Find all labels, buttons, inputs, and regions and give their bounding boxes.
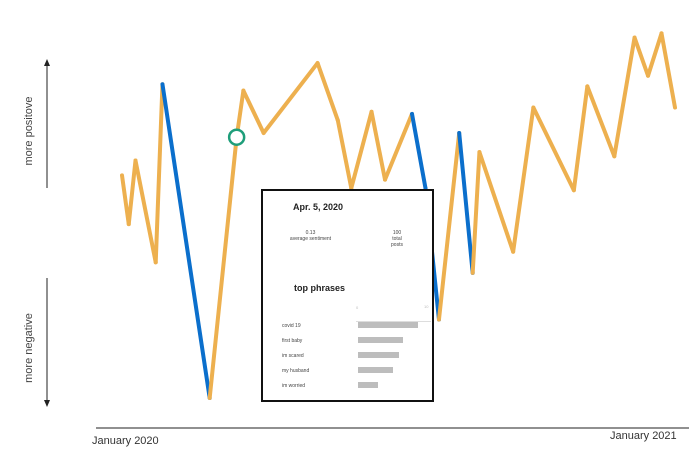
positive-line-segment	[369, 109, 388, 182]
data-point[interactable]	[631, 34, 639, 42]
avg-sentiment-value: 0.13	[305, 230, 316, 236]
data-point[interactable]	[671, 104, 679, 112]
positive-line-segment	[646, 31, 664, 78]
phrase-bar	[358, 352, 399, 358]
data-point[interactable]	[610, 152, 618, 160]
x-label-start: January 2020	[92, 435, 159, 447]
data-point[interactable]	[239, 87, 247, 95]
highlighted-point[interactable]	[227, 128, 246, 146]
data-point[interactable]	[381, 176, 389, 184]
y-label-positive: more positove	[23, 96, 35, 166]
positive-line-segment	[470, 150, 482, 275]
data-point[interactable]	[455, 129, 463, 137]
data-point[interactable]	[314, 59, 322, 67]
positive-line-segment	[612, 35, 637, 159]
positive-line-segment	[241, 88, 266, 135]
phrase-axis-min: 0	[356, 305, 359, 310]
positive-line-segment	[153, 82, 165, 265]
phrase-label: covid 19	[282, 323, 301, 329]
phrase-label: im worried	[282, 383, 306, 389]
data-point[interactable]	[475, 148, 483, 156]
phrase-bar	[358, 337, 403, 343]
phrase-axis-rule	[356, 321, 431, 322]
data-point[interactable]	[158, 80, 166, 88]
y-label-negative: more negative	[23, 313, 35, 383]
negative-line-segment	[457, 131, 475, 275]
negative-line-segment	[160, 82, 212, 400]
avg-sentiment-stat: 0.13 average sentiment	[283, 230, 338, 242]
data-point[interactable]	[408, 110, 416, 118]
total-posts-value: 100	[392, 230, 402, 236]
data-point[interactable]	[469, 269, 477, 277]
total-posts-label-1: total	[392, 236, 402, 242]
avg-sentiment-label: average sentiment	[289, 236, 332, 242]
data-point[interactable]	[131, 157, 139, 165]
positive-line-segment	[511, 105, 536, 254]
phrase-label: first baby	[282, 338, 303, 344]
data-point[interactable]	[368, 108, 376, 116]
positive-line-segment	[531, 105, 576, 193]
positive-line-segment	[349, 109, 374, 191]
positive-line-segment	[335, 118, 354, 191]
data-point[interactable]	[125, 220, 133, 228]
positive-line-segment	[571, 84, 590, 193]
x-label-end: January 2021	[610, 430, 677, 442]
positive-line-segment	[477, 150, 516, 254]
positive-line-segment	[261, 61, 320, 135]
series-layer	[118, 29, 679, 402]
data-point[interactable]	[334, 116, 342, 124]
data-point[interactable]	[644, 72, 652, 80]
phrase-bar	[358, 322, 418, 328]
positive-line-segment	[585, 84, 617, 159]
tooltip-date: Apr. 5, 2020	[293, 202, 344, 212]
positive-line-segment	[659, 31, 678, 110]
tooltip-panel: Apr. 5, 2020 0.13 average sentiment 100 …	[261, 189, 434, 402]
data-point[interactable]	[152, 258, 160, 266]
positive-line-segment	[436, 131, 462, 322]
data-point[interactable]	[435, 316, 443, 324]
data-point[interactable]	[206, 394, 214, 402]
data-point[interactable]	[658, 29, 666, 37]
positive-line-segment	[133, 158, 158, 265]
positive-line-segment	[632, 35, 651, 78]
positive-line-segment	[315, 61, 340, 123]
phrase-label: my husband	[282, 368, 310, 374]
data-point[interactable]	[118, 171, 126, 179]
y-arrow-up-head	[44, 59, 50, 66]
positive-line-segment	[383, 111, 414, 182]
total-posts-label-2: posts	[391, 242, 403, 248]
positive-line-segment	[207, 135, 239, 400]
phrase-bar	[358, 367, 394, 373]
negative-line-segment	[409, 111, 428, 191]
total-posts-stat: 100 total posts	[383, 230, 411, 248]
data-point[interactable]	[260, 129, 268, 137]
data-point[interactable]	[583, 82, 591, 90]
data-point[interactable]	[570, 186, 578, 194]
phrase-bar	[358, 382, 379, 388]
data-point[interactable]	[509, 248, 517, 256]
y-arrow-down-head	[44, 400, 50, 407]
positive-line-segment	[126, 158, 138, 227]
top-phrases-title: top phrases	[294, 283, 346, 293]
phrase-label: im scared	[282, 353, 304, 359]
data-point[interactable]	[529, 104, 537, 112]
phrase-axis-max: 10	[424, 304, 429, 309]
